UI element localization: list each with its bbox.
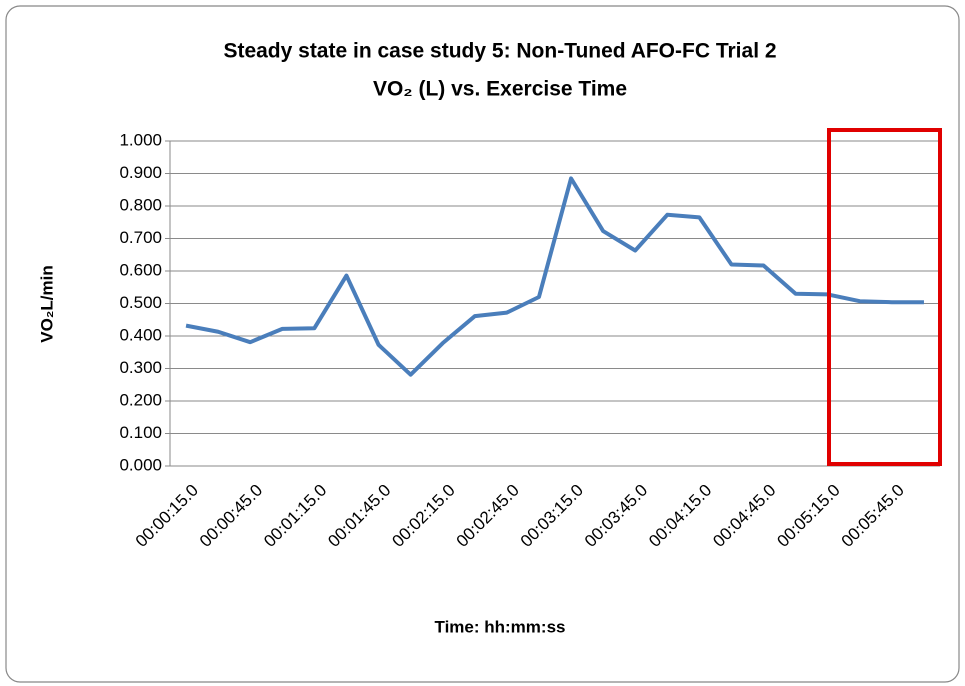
y-tick-label: 0.300 <box>119 358 162 377</box>
highlight-box <box>827 128 942 466</box>
y-tick-label: 0.900 <box>119 163 162 182</box>
y-axis-label: VO₂L/min <box>37 265 56 342</box>
chart-border <box>5 5 960 683</box>
y-tick-label: 0.800 <box>119 195 162 214</box>
x-axis-label: Time: hh:mm:ss <box>435 617 566 636</box>
y-tick-label: 0.700 <box>119 228 162 247</box>
y-tick-label: 1.000 <box>119 130 162 149</box>
y-tick-label: 0.600 <box>119 260 162 279</box>
chart-title: Steady state in case study 5: Non-Tuned … <box>223 40 776 63</box>
y-tick-label: 0.500 <box>119 293 162 312</box>
data-line <box>185 176 924 377</box>
y-tick-label: 0.400 <box>119 325 162 344</box>
chart-subtitle: VO₂ (L) vs. Exercise Time <box>373 78 627 101</box>
y-tick-label: 0.000 <box>119 455 162 474</box>
y-tick-label: 0.200 <box>119 390 162 409</box>
y-tick-label: 0.100 <box>119 423 162 442</box>
